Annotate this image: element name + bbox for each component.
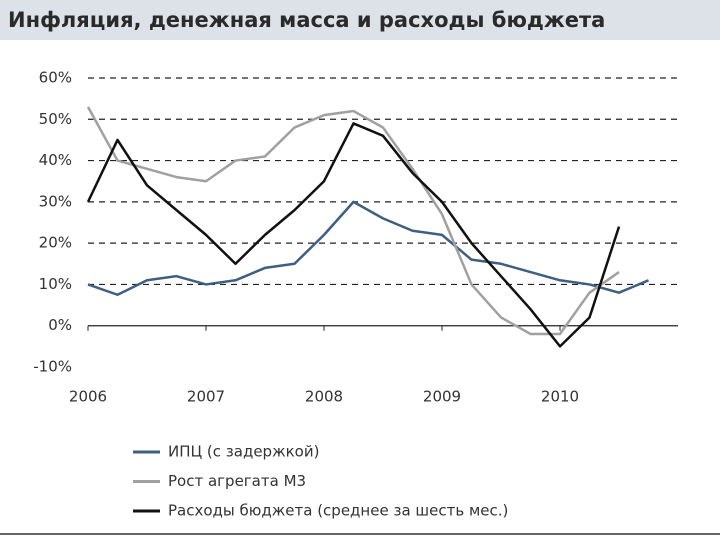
chart-title: Инфляция, денежная масса и расходы бюдже… — [8, 8, 605, 32]
series-line — [86, 122, 621, 348]
legend-label: Расходы бюджета (среднее за шесть мес.) — [168, 502, 508, 520]
x-tick-label: 2008 — [305, 388, 343, 406]
y-tick-label: 20% — [39, 234, 72, 252]
x-tick-label: 2009 — [423, 388, 461, 406]
y-tick-label: 50% — [39, 110, 72, 128]
x-tick-label: 2007 — [187, 388, 225, 406]
y-tick-label: 10% — [39, 275, 72, 293]
y-tick-label: 0% — [48, 316, 72, 334]
series-line — [87, 200, 649, 296]
legend-label: ИПЦ (с задержкой) — [168, 443, 319, 461]
legend-label: Рост агрегата М3 — [168, 472, 306, 490]
series-line — [86, 106, 620, 336]
y-tick-label: 60% — [39, 69, 72, 87]
y-tick-label: 40% — [39, 151, 72, 169]
y-tick-label: 30% — [39, 192, 72, 210]
title-bar — [0, 0, 720, 40]
y-tick-label: -10% — [33, 358, 72, 376]
x-tick-label: 2010 — [541, 388, 579, 406]
x-tick-label: 2006 — [69, 388, 107, 406]
